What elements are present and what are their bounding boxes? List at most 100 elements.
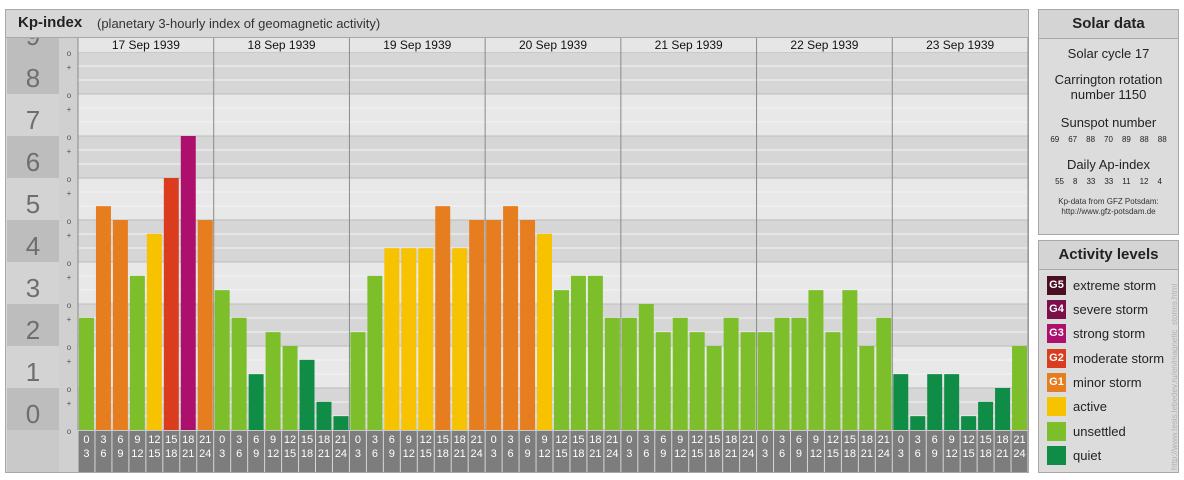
interval-label-box — [757, 431, 774, 472]
level-label: unsettled — [1073, 423, 1126, 439]
level-swatch-unsettled — [1047, 421, 1066, 441]
interval-end-label: 3 — [762, 448, 768, 460]
kp-bar — [537, 233, 552, 430]
kp-bar — [282, 346, 298, 430]
y-axis-band-cell — [7, 304, 59, 346]
kp-chart-panel: 0 o 1 o +2 o +3 o +4 o +5 o +6 o +7 o +8 o +9 o +17 Sep 1939… — [5, 9, 1029, 473]
y-axis-band-cell — [7, 94, 59, 136]
chart-subtitle: (planetary 3-hourly index of geomagnetic… — [97, 16, 381, 31]
credit-link[interactable]: http://www.gfz-potsdam.de — [1061, 207, 1156, 216]
day-label: 22 Sep 1939 — [790, 38, 858, 52]
kp-bar — [672, 317, 688, 430]
minor-tick-label: o — [67, 301, 72, 310]
interval-start-label: 9 — [270, 434, 276, 446]
interval-start-label: 3 — [236, 434, 242, 446]
interval-start-label: 21 — [878, 434, 890, 446]
y-axis-band-cell — [7, 38, 59, 52]
y-tick-label: 5 — [26, 189, 40, 219]
y-axis-band-cell — [7, 262, 59, 304]
interval-start-label: 18 — [589, 434, 601, 446]
interval-start-label: 3 — [779, 434, 785, 446]
chart-title: Kp-index — [18, 14, 83, 31]
interval-start-label: 0 — [355, 434, 361, 446]
level-active: active — [1047, 396, 1107, 416]
interval-end-label: 24 — [335, 448, 347, 460]
kp-bar — [248, 374, 264, 430]
kp-bar — [350, 332, 366, 430]
carrington-line2: number 1150 — [1070, 87, 1147, 102]
interval-label-box — [841, 431, 858, 472]
interval-start-label: 18 — [996, 434, 1008, 446]
day-label: 20 Sep 1939 — [519, 38, 587, 52]
interval-label-box — [383, 431, 400, 472]
interval-end-label: 18 — [301, 448, 313, 460]
kp-bar — [299, 359, 315, 430]
interval-label-box — [740, 431, 757, 472]
level-swatch-g2: G2 — [1047, 348, 1066, 368]
kp-bar — [452, 248, 468, 430]
interval-end-label: 6 — [372, 448, 378, 460]
interval-start-label: 9 — [134, 434, 140, 446]
interval-start-label: 3 — [372, 434, 378, 446]
day-label: 23 Sep 1939 — [926, 38, 994, 52]
interval-start-label: 6 — [389, 434, 395, 446]
interval-label-box — [892, 431, 909, 472]
interval-end-label: 18 — [979, 448, 991, 460]
interval-start-label: 6 — [253, 434, 259, 446]
kp-bar — [231, 317, 247, 430]
level-g2: G2 moderate storm — [1047, 348, 1164, 368]
interval-end-label: 12 — [538, 448, 550, 460]
ap-heading: Daily Ap-index — [1066, 157, 1151, 172]
kp-bar — [723, 317, 739, 430]
kp-bar — [689, 332, 705, 430]
kp-bar — [435, 206, 451, 430]
interval-start-label: 21 — [199, 434, 211, 446]
kp-bar — [604, 317, 620, 430]
interval-start-label: 9 — [677, 434, 683, 446]
kp-bar — [197, 220, 213, 430]
interval-label-box — [434, 431, 451, 472]
day-label: 19 Sep 1939 — [383, 38, 451, 52]
day-label: 17 Sep 1939 — [112, 38, 180, 52]
kp-bar — [95, 206, 111, 430]
interval-label-box — [672, 431, 689, 472]
interval-start-label: 12 — [963, 434, 975, 446]
ap-value: 8 — [1072, 177, 1078, 186]
interval-end-label: 6 — [508, 448, 514, 460]
interval-start-label: 9 — [949, 434, 955, 446]
interval-label-box — [214, 431, 231, 472]
kp-bar — [333, 416, 349, 430]
minor-tick-label: o — [67, 427, 72, 436]
interval-label-box — [146, 431, 163, 472]
interval-end-label: 21 — [996, 448, 1008, 460]
sunspot-value: 70 — [1104, 135, 1113, 144]
kp-bar — [520, 220, 536, 430]
interval-end-label: 9 — [932, 448, 938, 460]
interval-label-box — [349, 431, 366, 472]
kp-band — [78, 220, 1028, 262]
interval-start-label: 18 — [318, 434, 330, 446]
interval-start-label: 3 — [915, 434, 921, 446]
level-unsettled: unsettled — [1047, 421, 1126, 441]
y-axis-band-cell — [7, 388, 59, 430]
kp-bar — [367, 275, 383, 430]
level-label: active — [1073, 398, 1107, 414]
interval-end-label: 18 — [437, 448, 449, 460]
interval-label-box — [570, 431, 587, 472]
minor-tick-label: o — [67, 175, 72, 184]
interval-label-box — [909, 431, 926, 472]
interval-end-label: 3 — [626, 448, 632, 460]
title-strip — [6, 10, 1028, 37]
interval-label-box — [689, 431, 706, 472]
ap-value: 12 — [1139, 177, 1149, 186]
level-swatch-g5: G5 — [1047, 275, 1066, 295]
minor-tick-label: o — [67, 133, 72, 142]
kp-bar — [384, 248, 400, 430]
sunspot-values: 69 67 88 70 89 88 88 — [1039, 135, 1178, 144]
kp-bar — [876, 317, 892, 430]
kp-bar — [587, 275, 603, 430]
kp-bar — [757, 332, 773, 430]
interval-end-label: 18 — [572, 448, 584, 460]
interval-start-label: 6 — [524, 434, 530, 446]
interval-start-label: 18 — [182, 434, 194, 446]
